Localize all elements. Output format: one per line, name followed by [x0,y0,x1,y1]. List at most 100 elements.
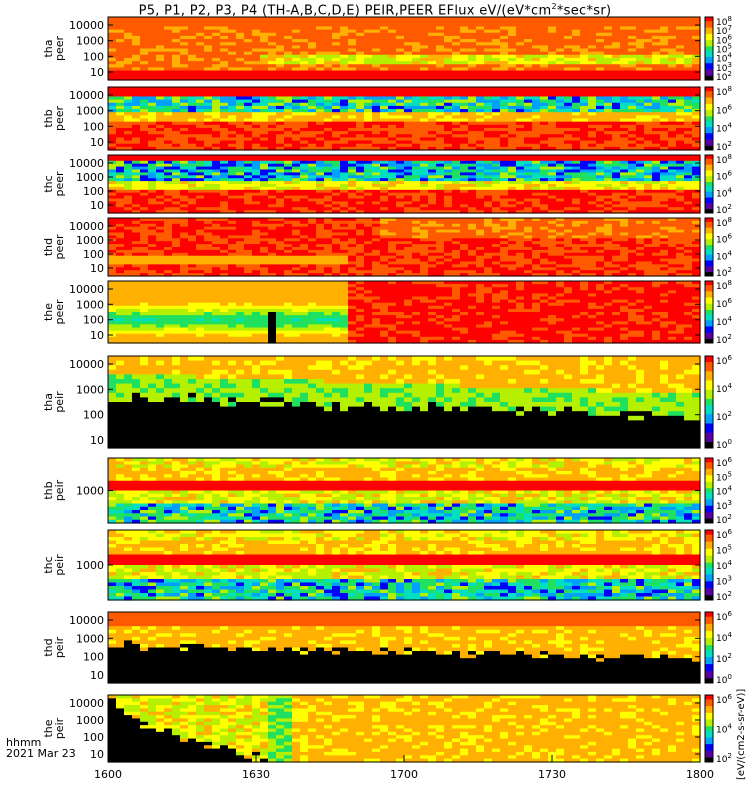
y-tick-label: 1000 [76,105,104,118]
colorbar-tick-label: 102 [716,70,732,83]
colorbar-tick-label: 106 [716,610,732,623]
colorbar-tick-label: 104 [716,723,732,736]
colorbar-tick-label: 105 [716,43,732,56]
panel-name: peer [53,299,66,325]
y-tick-label: 100 [83,651,104,664]
y-tick-label: 10 [90,136,104,149]
panel-frame [107,16,701,81]
colorbar-tick-label: 108 [716,153,732,166]
panel-name: the [42,303,55,321]
panel-name: peir [53,717,66,739]
panel-frame [107,611,701,684]
time-format-label: hhmm [6,736,42,749]
colorbar-tick-label: 106 [716,456,732,469]
panel-name: peir [53,391,66,413]
colorbar-tick-label: 102 [716,513,732,526]
x-tick-label: 1800 [686,768,714,781]
panel-frame [107,355,701,449]
colorbar-tick-label: 106 [716,528,732,541]
y-tick-label: 100 [83,314,104,327]
y-tick-label: 1000 [76,35,104,48]
colorbar-tick-label: 102 [716,266,732,279]
panel-name: peir [53,554,66,576]
panel-name: thc [42,175,55,192]
y-tick-label: 100 [83,731,104,744]
y-tick-label: 1000 [76,559,104,572]
panel-name: peer [53,171,66,197]
y-tick-label: 10 [90,748,104,761]
colorbar: 108 106 104 102 [704,85,732,153]
panel-frame [107,86,701,151]
panel-name: tha [42,393,55,411]
x-tick-label: 1630 [242,768,270,781]
panel-name: thc [42,556,55,573]
colorbar-tick-label: 104 [716,382,732,395]
y-tick-label: 10 [90,434,104,447]
colorbar: 106 105 104 103 102 [704,528,732,603]
colorbar-tick-label: 108 [716,85,732,98]
panel-name: thd [42,638,55,656]
colorbar-tick-label: 106 [716,354,732,367]
panel-name: thd [42,238,55,256]
y-tick-label: 10000 [69,19,104,32]
colorbar-unit-label: [eV/(cm2-s-sr-eV)] [736,689,747,780]
panel-name: thb [42,109,55,127]
colorbar-tick-label: 104 [716,485,732,498]
y-tick-label: 100 [83,185,104,198]
y-tick-label: 1000 [76,383,104,396]
y-tick-label: 10000 [69,157,104,170]
colorbar-tick-label: 102 [716,652,732,665]
y-tick-label: 1000 [76,171,104,184]
colorbar-tick-label: 103 [716,61,732,74]
y-tick-label: 10 [90,66,104,79]
colorbar-tick-label: 106 [716,693,732,706]
colorbar-tick-label: 102 [716,333,732,346]
colorbar-tick-label: 100 [716,438,732,451]
colorbar-tick-label: 106 [716,103,732,116]
colorbar-tick-label: 102 [716,140,732,153]
colorbar-tick-label: 107 [716,24,732,37]
colorbar-tick-label: 106 [716,233,732,246]
colorbar: 108 106 104 102 [704,216,732,279]
y-tick-label: 100 [83,409,104,422]
y-tick-label: 10 [90,262,104,275]
panel-name: peir [53,636,66,658]
x-tick-label: 1600 [94,768,122,781]
colorbar: 108 106 104 102 [704,153,732,216]
colorbar-tick-label: 103 [716,499,732,512]
panel-name: peer [53,106,66,132]
colorbar-tick-label: 100 [716,673,732,686]
y-tick-label: 100 [83,120,104,133]
y-tick-label: 1000 [76,632,104,645]
colorbar-tick-label: 103 [716,575,732,588]
chart-title: P5, P1, P2, P3, P4 (TH-A,B,C,D,E) PEIR,P… [138,2,612,19]
colorbar-tick-label: 102 [716,410,732,423]
colorbar-tick-label: 104 [716,186,732,199]
y-tick-label: 1000 [76,298,104,311]
y-tick-label: 10000 [69,283,104,296]
colorbar: 106 104 102 100 [704,610,732,686]
colorbar: 108 106 104 102 [704,279,732,346]
colorbar-tick-label: 106 [716,297,732,310]
y-tick-label: 10000 [69,358,104,371]
colorbar-tick-label: 104 [716,559,732,572]
y-tick-label: 10 [90,199,104,212]
colorbar-tick-label: 104 [716,122,732,135]
date-label: 2021 Mar 23 [6,747,76,760]
colorbar-tick-label: 108 [716,279,732,292]
colorbar-tick-label: 108 [716,15,732,28]
colorbar: 106 104 102 [704,693,732,765]
colorbar: 106 104 102 100 [704,354,732,451]
y-tick-label: 10000 [69,614,104,627]
y-tick-label: 10000 [69,89,104,102]
y-tick-label: 10000 [69,220,104,233]
